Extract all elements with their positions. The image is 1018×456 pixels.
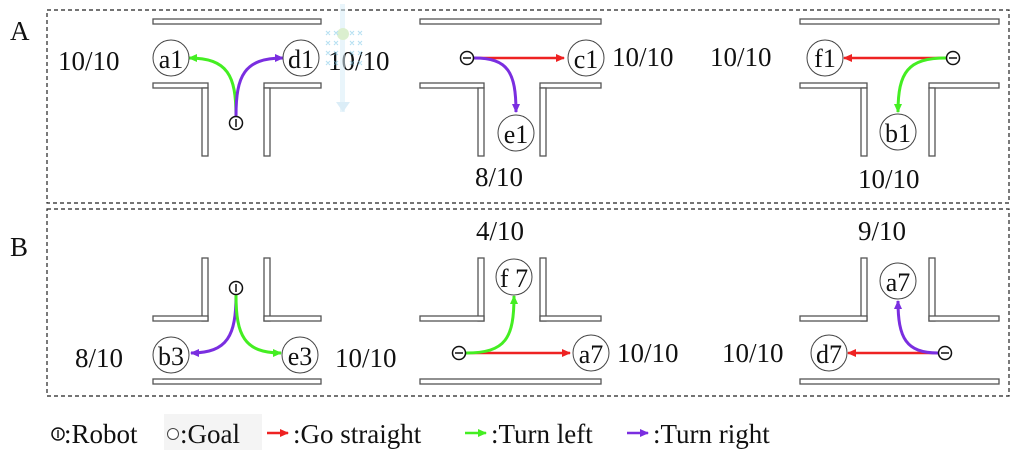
wall [928, 82, 1000, 89]
wall [152, 82, 209, 89]
goal-label: f 7 [500, 264, 528, 293]
cursor-artifact [325, 4, 363, 112]
wall [263, 87, 271, 157]
wall [539, 315, 602, 322]
goal-label: e3 [288, 342, 313, 371]
goal-circle [879, 262, 917, 300]
wall [539, 87, 547, 157]
turn-right-arrow [894, 300, 939, 355]
wall [928, 315, 1000, 322]
wall [928, 87, 936, 157]
wall [152, 18, 322, 25]
wall [263, 82, 322, 89]
goal-circle [806, 39, 844, 77]
wall [263, 257, 271, 322]
wall [477, 87, 485, 157]
turn-left-arrow [894, 56, 947, 113]
wall [419, 378, 602, 385]
turn-right-arrow [234, 54, 284, 117]
success-rate: 10/10 [617, 338, 679, 368]
wall [799, 315, 868, 322]
goal-circle [282, 39, 320, 77]
goal-icon [167, 428, 179, 440]
goal-circle [495, 258, 533, 296]
wall [419, 18, 602, 25]
wall [928, 257, 936, 322]
wall [860, 87, 868, 157]
goal-label: a1 [159, 45, 184, 74]
goal-label: b1 [885, 119, 911, 148]
turn-right-arrow [190, 294, 238, 357]
wall [799, 378, 1000, 385]
goal-label: a7 [579, 340, 604, 369]
goal-label: d7 [816, 340, 842, 369]
success-rate: 10/10 [612, 42, 674, 72]
wall [799, 18, 1000, 25]
wall [419, 82, 485, 89]
goal-circle [572, 334, 610, 372]
success-rate: 10/10 [858, 164, 920, 194]
goal-label: a7 [886, 268, 911, 297]
success-rate: 8/10 [475, 162, 523, 192]
legend-robot-label: :Robot [64, 419, 138, 449]
turn-left-arrow [465, 295, 518, 355]
panel-a-label: A [10, 16, 30, 46]
scenario-a-2: c1 e1 10/10 8/10 [419, 18, 674, 192]
goal-circle [567, 39, 605, 77]
wall [152, 315, 209, 322]
legend-goal-label: :Goal [180, 419, 240, 449]
wall [201, 87, 209, 157]
goal-label: f1 [814, 44, 836, 73]
goal-circle [152, 39, 190, 77]
success-rate: 4/10 [476, 216, 524, 246]
legend-left-label: :Turn left [491, 419, 593, 449]
wall [477, 257, 485, 322]
wall [539, 257, 547, 322]
success-rate: 10/10 [335, 343, 397, 373]
wall [860, 257, 868, 322]
wall [419, 315, 485, 322]
legend: :Robot :Goal :Go straight :Turn left :Tu… [51, 414, 770, 450]
wall [201, 257, 209, 322]
goal-label: e1 [504, 120, 529, 149]
goal-circle [879, 113, 917, 151]
success-rate: 10/10 [710, 42, 772, 72]
wall [152, 378, 322, 385]
goal-circle [810, 334, 848, 372]
goal-circle [152, 336, 190, 374]
goal-label: b3 [158, 342, 184, 371]
panel-b-label: B [10, 232, 28, 262]
goal-circle [281, 336, 319, 374]
legend-straight-label: :Go straight [293, 419, 422, 449]
turn-left-arrow [234, 294, 282, 357]
scenario-b-1: b3 e3 8/10 10/10 [75, 257, 397, 385]
legend-goal-highlight [164, 414, 262, 450]
turn-right-arrow [473, 56, 520, 113]
panel-a-frame [46, 9, 1010, 204]
goal-label: d1 [288, 45, 314, 74]
scenario-b-3: a7 d7 9/10 10/10 [722, 216, 1000, 385]
wall [263, 315, 322, 322]
scenario-b-2: f 7 a7 4/10 10/10 [419, 216, 679, 385]
legend-right-label: :Turn right [653, 419, 770, 449]
success-rate: 10/10 [58, 46, 120, 76]
goal-label: c1 [574, 45, 599, 74]
success-rate: 10/10 [722, 338, 784, 368]
success-rate: 8/10 [75, 343, 123, 373]
goal-circle [497, 114, 535, 152]
success-rate: 9/10 [858, 216, 906, 246]
wall [539, 82, 602, 89]
scenario-a-1: a1 d1 10/10 10/10 [58, 18, 390, 157]
scenario-a-3: f1 b1 10/10 10/10 [710, 18, 1000, 194]
wall [799, 82, 868, 89]
